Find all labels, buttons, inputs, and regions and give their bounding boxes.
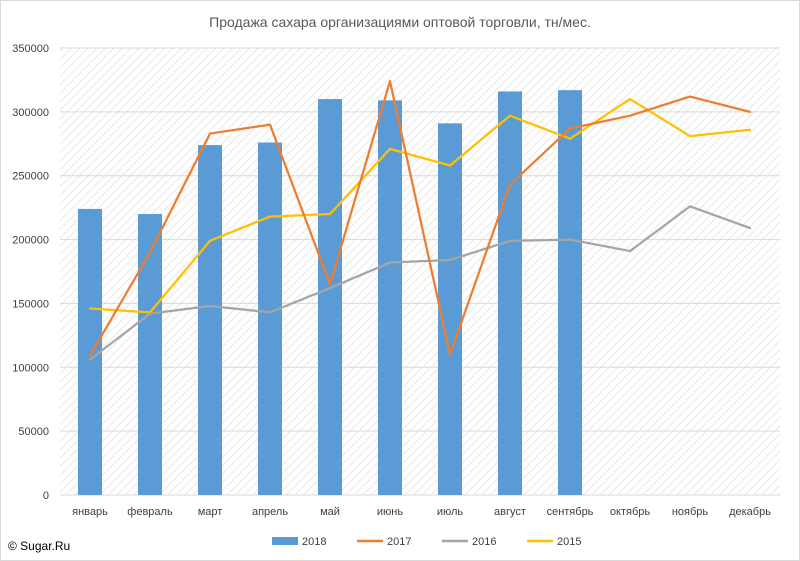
legend-label-2016: 2016 (472, 536, 496, 548)
line-2015 (88, 97, 752, 314)
x-tick-label: август (494, 506, 526, 518)
y-tick-label: 150000 (12, 298, 49, 310)
bar-2018 (318, 99, 342, 495)
x-tick-label: июль (437, 506, 464, 518)
legend: 2018 2017 2016 2015 (272, 536, 581, 548)
y-tick-label: 0 (43, 490, 49, 502)
bar-2018 (258, 142, 282, 495)
legend-label-2017: 2017 (387, 536, 411, 548)
line-2017 (88, 80, 752, 357)
x-tick-label: сентябрь (547, 506, 594, 518)
line-2016 (88, 205, 752, 361)
x-tick-label: июнь (377, 506, 403, 518)
bar-2018 (78, 208, 102, 496)
legend-label-2015: 2015 (557, 536, 581, 548)
bar-2018 (558, 90, 582, 495)
chart-title: Продажа сахара организациями оптовой тор… (209, 14, 591, 30)
bar-2018 (438, 123, 462, 495)
x-tick-label: май (320, 506, 340, 518)
x-tick-label: февраль (127, 506, 173, 518)
copyright-text: © Sugar.Ru (8, 539, 70, 553)
x-tick-label: апрель (252, 506, 288, 518)
plot-area (60, 48, 780, 495)
bar-2018 (498, 91, 522, 496)
y-tick-label: 300000 (12, 107, 49, 119)
y-tick-label: 250000 (12, 171, 49, 183)
legend-label-2018: 2018 (302, 536, 326, 548)
line-series (88, 80, 752, 361)
bar-2018 (138, 214, 162, 495)
x-tick-label: декабрь (729, 506, 771, 518)
y-tick-label: 350000 (12, 43, 49, 55)
y-axis-ticks: 0 50000 100000 150000 200000 250000 300000 3500… (12, 43, 49, 502)
y-tick-label: 50000 (18, 426, 49, 438)
x-tick-label: январь (72, 506, 108, 518)
y-tick-label: 100000 (12, 362, 49, 374)
x-axis-ticks: январь февраль март апрель май июнь июль август… (72, 506, 771, 518)
bar-2018 (378, 100, 402, 495)
x-tick-label: март (198, 506, 223, 518)
y-tick-label: 200000 (12, 235, 49, 247)
legend-swatch-2018 (272, 537, 298, 545)
x-tick-label: ноябрь (672, 506, 709, 518)
x-tick-label: октябрь (610, 506, 650, 518)
bar-2018 (198, 145, 222, 495)
bar-series-2018 (78, 90, 582, 496)
gridlines (60, 47, 780, 496)
